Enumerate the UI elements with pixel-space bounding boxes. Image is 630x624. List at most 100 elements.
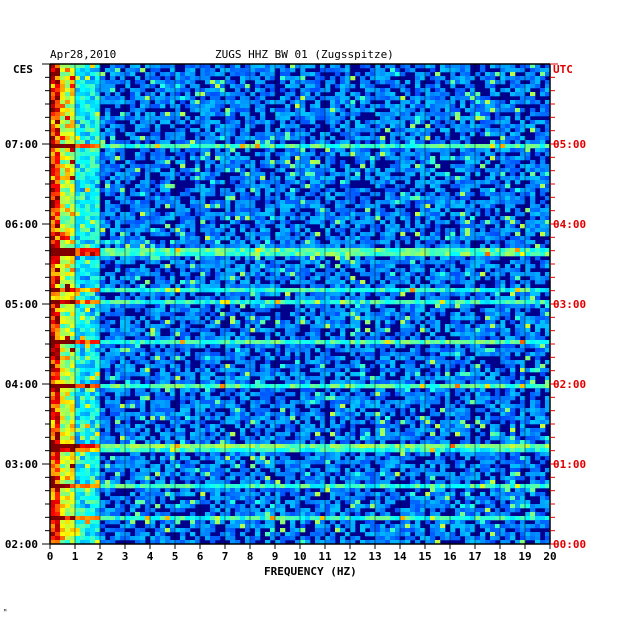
heatmap-cell [355,260,361,265]
heatmap-cell [285,244,291,249]
heatmap-cell [105,120,111,125]
heatmap-cell [170,288,176,293]
heatmap-cell [275,180,281,185]
heatmap-cell [330,312,336,317]
heatmap-cell [235,160,241,165]
heatmap-cell [95,216,101,221]
heatmap-cell [255,244,261,249]
heatmap-cell [135,248,141,253]
heatmap-cell [470,224,476,229]
heatmap-cell [485,332,491,337]
heatmap-cell [365,248,371,253]
heatmap-cell [515,248,521,253]
heatmap-cell [50,252,56,257]
heatmap-cell [425,64,431,69]
heatmap-cell [90,292,96,297]
heatmap-cell [50,268,56,273]
heatmap-cell [230,116,236,121]
heatmap-cell [460,148,466,153]
heatmap-cell [195,144,201,149]
heatmap-cell [130,100,136,105]
heatmap-cell [125,200,131,205]
heatmap-cell [500,72,506,77]
heatmap-cell [500,128,506,133]
heatmap-cell [430,140,436,145]
heatmap-cell [395,140,401,145]
heatmap-cell [95,260,101,265]
heatmap-cell [95,324,101,329]
heatmap-cell [255,280,261,285]
heatmap-cell [235,120,241,125]
heatmap-cell [465,260,471,265]
heatmap-cell [160,164,166,169]
heatmap-cell [205,232,211,237]
heatmap-cell [175,76,181,81]
heatmap-cell [425,220,431,225]
heatmap-cell [415,244,421,249]
heatmap-cell [75,216,81,221]
heatmap-cell [95,208,101,213]
heatmap-cell [195,264,201,269]
heatmap-cell [345,300,351,305]
heatmap-cell [160,288,166,293]
heatmap-cell [305,300,311,305]
heatmap-cell [525,72,531,77]
heatmap-cell [435,80,441,85]
heatmap-cell [225,152,231,157]
heatmap-cell [475,212,481,217]
heatmap-cell [385,196,391,201]
heatmap-cell [245,132,251,137]
heatmap-cell [70,232,76,237]
heatmap-cell [380,124,386,129]
heatmap-cell [200,304,206,309]
heatmap-cell [460,156,466,161]
heatmap-cell [225,200,231,205]
heatmap-cell [165,140,171,145]
heatmap-cell [405,80,411,85]
heatmap-cell [510,220,516,225]
heatmap-cell [485,204,491,209]
heatmap-cell [450,104,456,109]
heatmap-cell [400,108,406,113]
heatmap-cell [450,144,456,149]
heatmap-cell [110,144,116,149]
heatmap-cell [60,100,66,105]
heatmap-cell [380,120,386,125]
heatmap-cell [150,248,156,253]
heatmap-cell [545,144,551,149]
heatmap-cell [265,316,271,321]
heatmap-cell [435,220,441,225]
heatmap-cell [290,300,296,305]
heatmap-cell [70,156,76,161]
heatmap-cell [420,164,426,169]
heatmap-cell [245,324,251,329]
heatmap-cell [315,168,321,173]
heatmap-cell [300,136,306,141]
heatmap-cell [125,72,131,77]
heatmap-cell [345,288,351,293]
heatmap-cell [100,280,106,285]
heatmap-cell [55,168,61,173]
heatmap-cell [505,196,511,201]
heatmap-cell [360,200,366,205]
heatmap-cell [475,332,481,337]
heatmap-cell [270,288,276,293]
heatmap-cell [365,120,371,125]
heatmap-cell [435,180,441,185]
heatmap-cell [165,324,171,329]
heatmap-cell [295,312,301,317]
heatmap-cell [330,172,336,177]
heatmap-cell [155,288,161,293]
heatmap-cell [70,112,76,117]
heatmap-cell [465,196,471,201]
heatmap-cell [175,224,181,229]
heatmap-cell [390,164,396,169]
heatmap-cell [55,72,61,77]
heatmap-cell [370,128,376,133]
heatmap-cell [410,68,416,73]
heatmap-cell [475,260,481,265]
heatmap-cell [95,308,101,313]
heatmap-cell [465,148,471,153]
heatmap-cell [270,136,276,141]
heatmap-cell [55,284,61,289]
